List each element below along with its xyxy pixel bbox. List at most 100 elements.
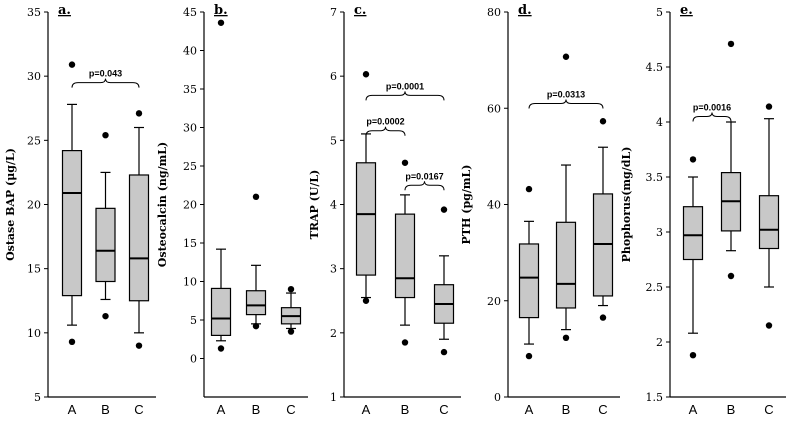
outlier-point (252, 193, 260, 200)
outlier-point (252, 322, 260, 330)
outlier-point (401, 339, 409, 346)
y-tick-label: 10 (27, 327, 41, 340)
box-A (210, 19, 232, 352)
y-tick-label: 15 (183, 237, 197, 250)
outlier-point (68, 338, 76, 346)
outlier-point (689, 352, 697, 359)
box-B (245, 193, 267, 330)
y-tick-label: 20 (487, 295, 501, 308)
y-axis-title: Osteocalcin (ng/mL) (156, 142, 169, 267)
panel-label: a. (58, 3, 71, 18)
box-A (682, 156, 704, 359)
y-tick-label: 25 (183, 160, 197, 173)
outlier-point (525, 185, 533, 193)
outlier-point (525, 352, 533, 360)
category-label: B (562, 402, 571, 417)
outlier-point (102, 132, 109, 139)
panel-3: 1 2 3 4 5 6 7 TRAP (U/L) c. A B Cp=0.0001 p=0.0002 p=… (308, 3, 461, 417)
outlier-point (562, 334, 570, 342)
iqr-box (61, 150, 83, 297)
y-tick-label: 5 (34, 391, 41, 404)
box-B (394, 159, 416, 346)
y-tick-label: 4 (330, 199, 337, 212)
outlier-point (401, 159, 409, 166)
outlier-point (217, 19, 225, 26)
outlier-point (562, 53, 570, 60)
outlier-point (287, 286, 295, 293)
comparison-brace (404, 181, 445, 191)
y-tick-label: 20 (183, 199, 197, 212)
category-label: C (286, 402, 295, 417)
iqr-box (128, 174, 150, 302)
iqr-box (682, 206, 704, 261)
panel-label: b. (214, 3, 228, 18)
box-A (518, 185, 540, 360)
y-tick-label: 80 (487, 6, 501, 19)
y-tick-label: 45 (183, 6, 197, 19)
p-value-label: p=0.0002 (366, 117, 404, 127)
outlier-point (765, 322, 773, 329)
box-C (592, 118, 614, 321)
y-tick-label: 4 (656, 116, 663, 129)
y-tick-label: 60 (487, 102, 501, 115)
box-A (61, 61, 83, 346)
iqr-box (245, 290, 267, 316)
y-axis-title: TRAP (U/L) (308, 170, 321, 240)
category-label: A (525, 402, 534, 417)
p-value-label: p=0.0313 (547, 89, 585, 99)
y-tick-label: 10 (183, 276, 197, 289)
y-tick-label: 2 (330, 327, 337, 340)
outlier-point (362, 297, 370, 304)
y-tick-label: 7 (330, 6, 337, 19)
y-tick-label: 15 (27, 263, 41, 276)
iqr-box (95, 207, 116, 283)
box-A (355, 71, 377, 304)
category-label: A (217, 402, 226, 417)
iqr-box (758, 195, 780, 250)
y-tick-label: 35 (27, 6, 41, 19)
y-axis-title: PTH (pg/mL) (460, 165, 473, 245)
category-label: A (362, 402, 371, 417)
y-tick-label: 0 (494, 391, 501, 404)
panel-5: 1.5 2 2.5 3 3.5 4 4.5 5 Phophorus(mg/dL) e. A B Cp=0… (620, 3, 786, 417)
outlier-point (689, 156, 697, 163)
outlier-point (765, 103, 773, 110)
outlier-point (599, 314, 607, 321)
y-tick-label: 30 (27, 70, 41, 83)
outlier-point (135, 110, 143, 117)
panel-2: 0 5 10 15 20 25 30 35 40 45 Osteocalcin (ng/mL) b. A… (156, 3, 308, 417)
box-C (128, 110, 150, 349)
y-tick-label: 5 (190, 314, 197, 327)
box-B (720, 40, 742, 280)
y-tick-label: 3.5 (646, 171, 664, 184)
iqr-box (555, 221, 577, 309)
y-tick-label: 35 (183, 83, 197, 96)
y-axis-title: Phophorus(mg/dL) (620, 147, 633, 263)
comparison-brace (365, 126, 406, 136)
panel-4: 0 20 40 60 80 PTH (pg/mL) d. A B Cp=0.0313 (460, 3, 620, 417)
outlier-point (68, 61, 76, 68)
box-B (555, 53, 577, 342)
box-C (758, 103, 780, 329)
y-tick-label: 25 (27, 134, 41, 147)
p-value-label: p=0.0001 (386, 81, 424, 91)
box-C (433, 206, 455, 356)
p-value-label: p=0.0016 (693, 103, 731, 113)
category-label: A (68, 402, 77, 417)
iqr-box (355, 162, 377, 276)
category-label: C (134, 402, 143, 417)
comparison-brace (528, 99, 604, 109)
outlier-point (599, 118, 607, 125)
comparison-brace (365, 91, 445, 101)
outlier-point (727, 272, 735, 280)
y-axis-title: Ostase BAP (μg/L) (4, 148, 17, 261)
y-tick-label: 6 (330, 70, 337, 83)
y-tick-label: 5 (656, 6, 663, 19)
category-label: C (764, 402, 773, 417)
y-tick-label: 2.5 (646, 281, 664, 294)
outlier-point (727, 40, 735, 48)
panel-label: d. (518, 3, 532, 18)
category-label: C (439, 402, 448, 417)
y-tick-label: 2 (656, 336, 663, 349)
category-label: B (252, 402, 261, 417)
